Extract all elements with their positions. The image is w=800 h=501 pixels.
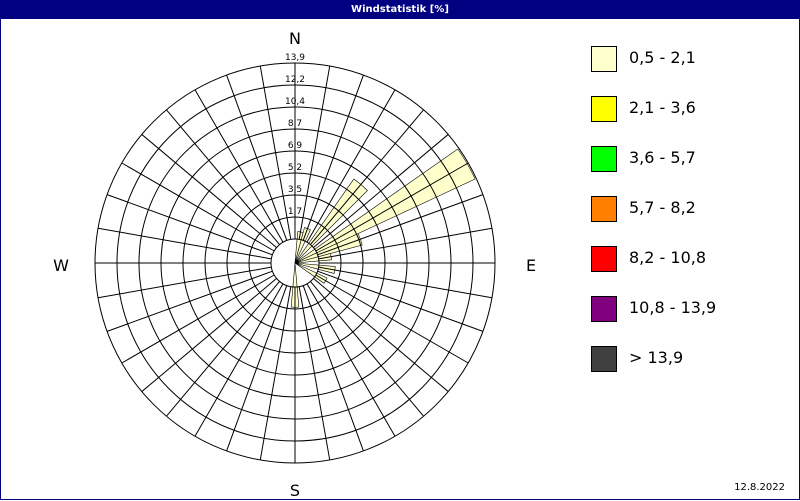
- legend-swatch: [591, 146, 617, 172]
- wind-sector-60: [294, 148, 476, 264]
- spoke: [259, 65, 292, 240]
- legend-label: > 13,9: [629, 348, 684, 367]
- ring-label: 13,9: [285, 53, 305, 63]
- spoke: [97, 266, 272, 299]
- ring-label: 5,2: [288, 163, 302, 173]
- spoke: [317, 194, 484, 256]
- legend-label: 2,1 - 3,6: [629, 98, 696, 117]
- spoke: [121, 274, 275, 364]
- spoke: [315, 274, 469, 364]
- ring-label: 10,4: [285, 97, 305, 107]
- spoke: [313, 278, 449, 392]
- spoke: [315, 162, 469, 252]
- spoke: [298, 65, 331, 240]
- spoke: [302, 285, 364, 452]
- ring-label: 6,9: [288, 141, 303, 151]
- spoke: [106, 270, 273, 332]
- legend-swatch: [591, 196, 617, 222]
- spoke: [106, 194, 273, 256]
- spoke: [310, 109, 424, 245]
- spoke: [226, 74, 288, 241]
- spoke: [141, 134, 277, 248]
- spoke: [313, 134, 449, 248]
- legend-label: 3,6 - 5,7: [629, 148, 696, 167]
- ring-label: 3,5: [288, 185, 302, 195]
- ring-label: 1,7: [288, 207, 302, 217]
- spoke: [97, 227, 272, 260]
- legend-swatch: [591, 96, 617, 122]
- compass-N: N: [289, 29, 301, 48]
- spoke: [166, 109, 280, 245]
- legend-swatch: [591, 46, 617, 72]
- spoke: [194, 283, 284, 437]
- spoke: [226, 285, 288, 452]
- legend-label: 0,5 - 2,1: [629, 48, 696, 67]
- window-title: Windstatistik [%]: [1, 1, 799, 19]
- date-label: 12.8.2022: [734, 482, 785, 493]
- spoke: [298, 286, 331, 461]
- legend-swatch: [591, 296, 617, 322]
- compass-E: E: [526, 256, 536, 275]
- legend-swatch: [591, 246, 617, 272]
- spoke: [318, 227, 493, 260]
- legend-label: 10,8 - 13,9: [629, 298, 717, 317]
- spoke: [141, 278, 277, 392]
- spoke: [318, 266, 493, 299]
- spoke: [121, 162, 275, 252]
- spoke: [166, 281, 280, 417]
- wind-sector-100: [294, 262, 336, 274]
- spoke: [306, 283, 396, 437]
- spoke: [259, 286, 292, 461]
- legend-label: 8,2 - 10,8: [629, 248, 707, 267]
- ring-label: 8,7: [288, 119, 302, 129]
- compass-W: W: [53, 256, 69, 275]
- legend-swatch: [591, 346, 617, 372]
- spoke: [306, 89, 396, 243]
- ring-label: 12,2: [285, 75, 305, 85]
- spoke: [310, 281, 424, 417]
- legend-label: 5,7 - 8,2: [629, 198, 696, 217]
- spoke: [302, 74, 364, 241]
- compass-S: S: [290, 481, 300, 500]
- spoke: [194, 89, 284, 243]
- spoke: [317, 270, 484, 332]
